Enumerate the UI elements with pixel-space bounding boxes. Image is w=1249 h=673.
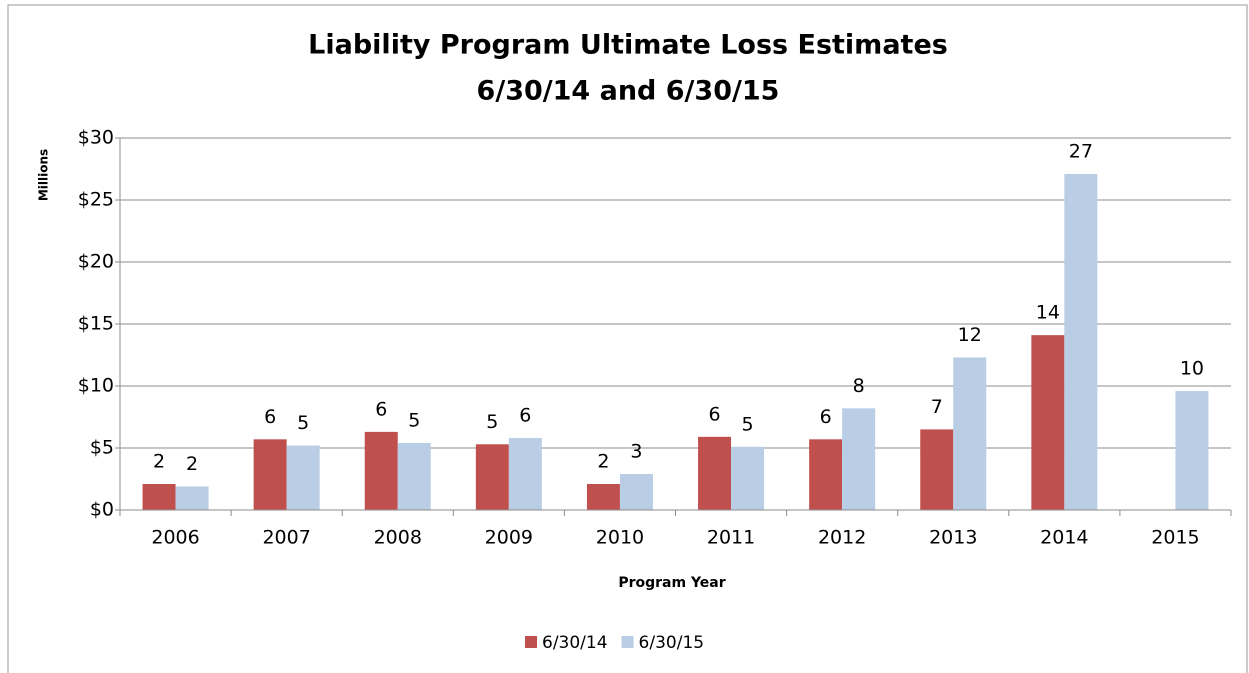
data-label: 10: [1180, 357, 1204, 379]
x-tick-label: 2009: [485, 527, 533, 549]
x-axis-label: Program Year: [618, 575, 725, 591]
x-tick-label: 2014: [1040, 527, 1088, 549]
data-label: 5: [408, 410, 420, 432]
y-tick-label: $25: [78, 189, 114, 211]
x-tick-label: 2006: [151, 527, 199, 549]
bar: [731, 446, 765, 510]
x-tick-label: 2013: [929, 527, 977, 549]
chart-title: 6/30/14 and 6/30/15: [477, 76, 780, 107]
data-label: 6: [264, 406, 276, 428]
data-label: 2: [186, 453, 198, 475]
bar: [142, 483, 176, 510]
data-label: 14: [1036, 302, 1060, 324]
bar: [1175, 390, 1209, 510]
bar: [809, 439, 843, 510]
bar: [586, 483, 620, 510]
y-tick-label: $30: [78, 127, 114, 149]
data-label: 27: [1069, 140, 1093, 162]
legend-swatch: [525, 636, 537, 648]
x-tick-label: 2007: [262, 527, 310, 549]
data-label: 8: [853, 375, 865, 397]
chart-title: Liability Program Ultimate Loss Estimate…: [308, 30, 948, 61]
data-label: 2: [153, 450, 165, 472]
legend-label: 6/30/14: [542, 633, 608, 653]
bar: [397, 443, 431, 510]
data-label: 12: [958, 324, 982, 346]
data-label: 5: [297, 412, 309, 434]
y-tick-label: $20: [78, 251, 114, 273]
data-label: 7: [931, 396, 943, 418]
y-tick-label: $0: [90, 499, 114, 521]
data-label: 2: [597, 450, 609, 472]
legend-label: 6/30/15: [639, 633, 705, 653]
bar: [920, 429, 954, 510]
y-tick-label: $10: [78, 375, 114, 397]
y-axis-label: Millions: [37, 149, 51, 201]
data-label: 5: [486, 411, 498, 433]
bar: [698, 436, 732, 510]
data-label: 5: [742, 413, 754, 435]
bar: [1031, 335, 1065, 510]
bar: [253, 439, 287, 510]
x-tick-label: 2015: [1151, 527, 1199, 549]
bar: [953, 357, 987, 510]
y-tick-label: $5: [90, 437, 114, 459]
x-tick-label: 2012: [818, 527, 866, 549]
data-label: 6: [519, 405, 531, 427]
bar: [364, 431, 398, 510]
x-tick-label: 2008: [374, 527, 422, 549]
data-label: 6: [820, 406, 832, 428]
bar: [619, 474, 653, 510]
bar: [475, 444, 509, 510]
y-tick-label: $15: [78, 313, 114, 335]
legend-swatch: [621, 636, 634, 648]
x-tick-label: 2011: [707, 527, 755, 549]
chart-frame: [7, 4, 1248, 673]
bar: [1064, 173, 1098, 510]
bar: [842, 408, 876, 510]
data-label: 6: [375, 398, 387, 420]
data-label: 6: [709, 403, 721, 425]
data-label: 3: [630, 441, 642, 463]
bar: [175, 486, 209, 510]
x-tick-label: 2010: [596, 527, 644, 549]
bar: [508, 438, 542, 510]
bar: [286, 445, 320, 510]
